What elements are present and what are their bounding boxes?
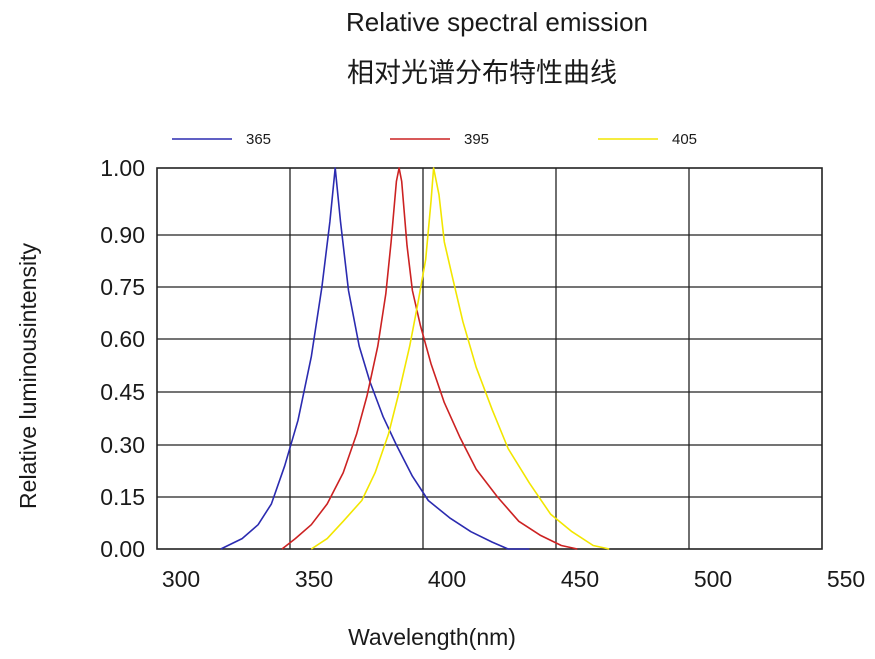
y-tick-label: 0.60: [100, 326, 145, 352]
y-tick-label: 0.00: [100, 536, 145, 562]
x-tick-label: 350: [295, 566, 333, 592]
x-tick-label: 400: [428, 566, 466, 592]
legend-label-395: 395: [464, 131, 489, 148]
y-tick-label: 0.15: [100, 484, 145, 510]
plot-frame: [156, 167, 823, 550]
x-tick-label: 500: [694, 566, 732, 592]
chart-title: Relative spectral emission: [346, 7, 648, 37]
y-tick-label: 0.90: [100, 222, 145, 248]
y-tick-labels: 1.00 0.90 0.75 0.60 0.45 0.30 0.15 0.00: [100, 155, 145, 562]
y-tick-label: 0.75: [100, 274, 145, 300]
x-tick-label: 450: [561, 566, 599, 592]
y-tick-label: 0.30: [100, 432, 145, 458]
x-tick-label: 300: [162, 566, 200, 592]
x-axis-label: Wavelength(nm): [348, 624, 516, 650]
series-line-395: [281, 167, 578, 550]
legend: 365 395 405: [172, 131, 697, 148]
y-tick-label: 0.45: [100, 379, 145, 405]
x-tick-label: 550: [827, 566, 865, 592]
series-layer: [220, 167, 610, 550]
x-tick-labels: 300 350 400 450 500 550: [162, 566, 865, 592]
chart-subtitle: 相对光谱分布特性曲线: [347, 58, 617, 88]
legend-label-365: 365: [246, 131, 271, 148]
legend-label-405: 405: [672, 131, 697, 148]
y-axis-label: Relative luminousintensity: [15, 243, 41, 509]
series-line-365: [220, 167, 530, 550]
series-line-405: [310, 167, 610, 550]
grid: [156, 167, 823, 550]
y-tick-label: 1.00: [100, 155, 145, 181]
